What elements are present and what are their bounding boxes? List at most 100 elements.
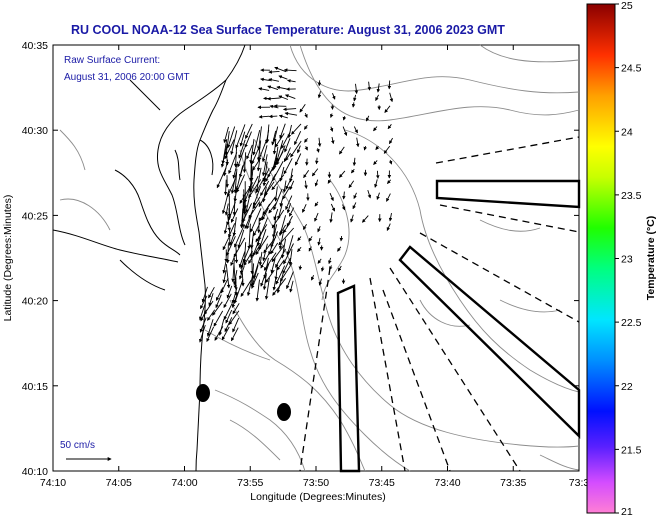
current-vector	[279, 123, 286, 139]
current-vector	[329, 265, 333, 271]
current-vector	[249, 175, 259, 194]
current-vector	[311, 168, 319, 177]
x-tick-label: 74:10	[40, 477, 66, 489]
current-vector	[242, 152, 247, 173]
current-vector	[284, 111, 298, 116]
dashed-lines	[299, 136, 580, 472]
current-vector	[264, 277, 270, 300]
coastline	[52, 44, 246, 472]
current-vector	[255, 224, 268, 243]
current-vector	[350, 214, 354, 223]
x-tick-label: 73:50	[303, 477, 329, 489]
current-vector	[223, 179, 228, 196]
current-vector	[231, 293, 239, 308]
current-vector	[389, 137, 393, 145]
annotation-line-1: Raw Surface Current:	[64, 55, 160, 66]
current-vector	[278, 114, 288, 119]
current-vector	[268, 114, 278, 119]
current-vector	[262, 186, 267, 203]
current-vector	[246, 215, 252, 230]
colorbar-tick-label: 23.5	[621, 190, 642, 202]
current-vector	[226, 285, 233, 299]
current-vector	[283, 221, 292, 234]
y-axis-ticks: 40:35 40:30 40:25 40:20 40:15 40:10	[22, 40, 579, 478]
current-vector	[251, 272, 259, 289]
current-vector	[245, 123, 253, 139]
current-vector	[389, 92, 394, 103]
current-vector	[265, 269, 275, 283]
current-vector	[342, 191, 346, 200]
current-vector	[260, 180, 270, 197]
current-vector	[271, 174, 285, 191]
current-vector	[231, 287, 238, 304]
current-vector	[315, 157, 319, 165]
current-vector	[243, 186, 252, 204]
current-vector	[278, 229, 285, 250]
current-vector	[304, 180, 308, 189]
surface-current-vectors	[199, 66, 394, 343]
current-vector	[287, 124, 292, 139]
colorbar-tick-label: 23	[621, 254, 633, 266]
current-vector	[213, 310, 224, 327]
current-vector	[223, 222, 228, 235]
current-vector	[258, 193, 267, 208]
current-vector	[225, 264, 231, 289]
box-east	[435, 179, 581, 209]
current-vector	[387, 179, 392, 184]
current-vector	[231, 327, 239, 342]
current-vector	[283, 243, 294, 265]
current-vector	[228, 310, 240, 325]
current-vector	[232, 317, 240, 333]
current-vector	[215, 294, 222, 309]
current-vector	[314, 212, 319, 222]
current-vector	[251, 146, 260, 165]
current-vector	[224, 131, 230, 156]
current-vector	[233, 279, 244, 304]
current-vector	[259, 203, 271, 222]
current-vector	[352, 157, 357, 167]
current-vector	[261, 207, 269, 221]
current-vector	[235, 124, 246, 149]
current-vector	[355, 137, 360, 148]
current-vector	[258, 87, 270, 91]
current-vector	[304, 138, 308, 143]
current-vector	[265, 129, 270, 144]
current-vector	[263, 181, 275, 197]
current-vector	[276, 259, 285, 271]
current-vector	[232, 161, 239, 179]
current-vector	[297, 236, 302, 242]
x-tick-label: 73:3	[569, 477, 590, 489]
current-vector	[256, 154, 261, 172]
current-vector	[230, 208, 239, 223]
current-vector	[231, 258, 235, 283]
current-vector	[337, 265, 342, 272]
current-vector	[317, 226, 321, 233]
current-vector	[252, 186, 262, 207]
current-vector	[318, 278, 323, 286]
current-vector	[304, 113, 308, 118]
current-vector	[223, 126, 229, 144]
colorbar-tick-label: 21	[621, 506, 633, 518]
current-vector	[271, 244, 285, 263]
current-vector	[317, 80, 322, 87]
colorbar-tick-label: 21.5	[621, 444, 642, 456]
current-vector	[314, 201, 319, 207]
current-vector	[244, 131, 252, 148]
current-vector	[374, 179, 378, 188]
current-vector	[339, 235, 344, 242]
current-vector	[277, 203, 283, 220]
current-vector	[232, 303, 240, 315]
y-tick-label: 40:25	[22, 210, 48, 222]
current-vector	[339, 170, 346, 178]
current-vector	[282, 186, 291, 200]
current-vector	[252, 238, 261, 257]
current-vector	[255, 235, 269, 256]
current-vector	[258, 251, 263, 266]
current-vector	[200, 295, 208, 310]
current-vector	[206, 319, 214, 337]
current-vector	[200, 309, 207, 322]
current-vector	[232, 196, 237, 216]
current-vector	[270, 258, 276, 274]
current-vector	[237, 147, 246, 168]
current-vector	[230, 130, 238, 155]
